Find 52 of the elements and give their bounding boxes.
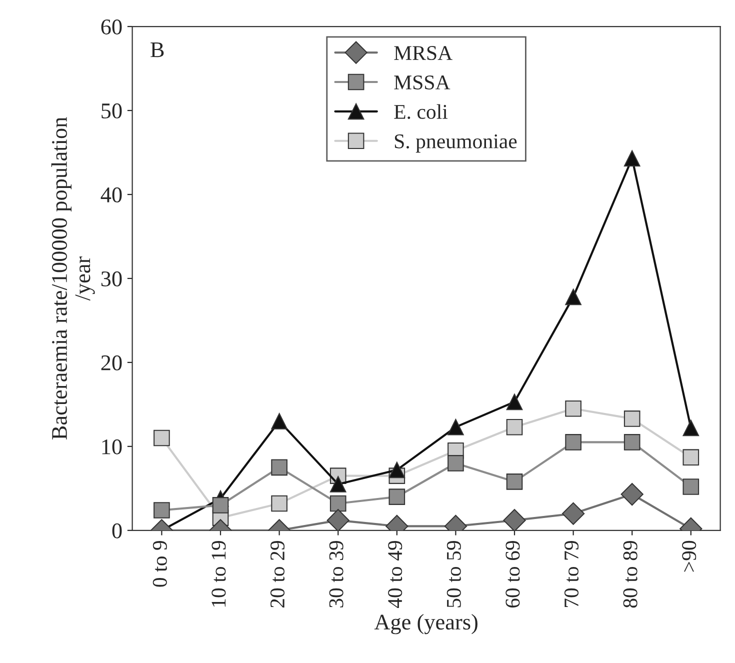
y-tick-label: 0	[112, 523, 122, 538]
x-tick-label: 50 to 59	[446, 540, 461, 608]
x-tick-label: 0 to 9	[152, 540, 167, 587]
point	[506, 418, 523, 436]
x-tick-label: >90	[682, 540, 696, 572]
legend-label: E. coli	[394, 104, 448, 120]
point	[271, 413, 288, 430]
annotation: B	[150, 42, 164, 58]
y-tick-label: 50	[102, 103, 122, 118]
x-tick-label: 40 to 49	[388, 540, 402, 608]
point	[388, 488, 406, 505]
y-tick-label: 10	[102, 439, 122, 454]
point	[565, 400, 582, 417]
point	[506, 474, 523, 490]
point	[154, 430, 170, 446]
point	[624, 410, 640, 427]
x-tick-label: 80 to 89	[623, 540, 638, 608]
legend-label: MSSA	[394, 75, 450, 90]
x-tick-label: 70 to 79	[564, 540, 579, 608]
point	[388, 462, 406, 478]
x-tick-label: 20 to 29	[270, 540, 285, 608]
point	[620, 482, 644, 506]
point	[448, 418, 464, 436]
y-tick-label: 20	[101, 355, 122, 370]
point	[271, 495, 288, 512]
point	[506, 394, 523, 410]
point	[212, 497, 229, 514]
point	[624, 150, 640, 167]
point	[624, 434, 640, 450]
y-tick-label: 30	[101, 271, 122, 286]
point	[562, 502, 585, 525]
point	[682, 478, 700, 495]
x-axis-title: Age (years)	[374, 614, 478, 634]
point	[682, 420, 700, 436]
y-tick-label: 60	[101, 19, 122, 34]
point	[565, 434, 582, 450]
legend-label: S. pneumoniae	[394, 134, 517, 153]
point	[448, 455, 464, 472]
x-tick-label: 30 to 39	[329, 540, 344, 608]
y-tick-label: 40	[100, 187, 122, 202]
x-tick-label: 60 to 69	[506, 540, 520, 608]
point	[326, 509, 350, 530]
point	[330, 495, 346, 512]
point	[682, 449, 700, 466]
point	[565, 288, 582, 306]
point	[271, 459, 288, 476]
point	[154, 502, 170, 518]
point	[330, 476, 346, 492]
x-tick-label: 10 to 19	[212, 540, 226, 607]
point	[503, 509, 526, 530]
legend-label: MRSA	[394, 46, 452, 60]
y-axis-title: Bacteraemia rate/100000 population /year	[51, 117, 95, 440]
